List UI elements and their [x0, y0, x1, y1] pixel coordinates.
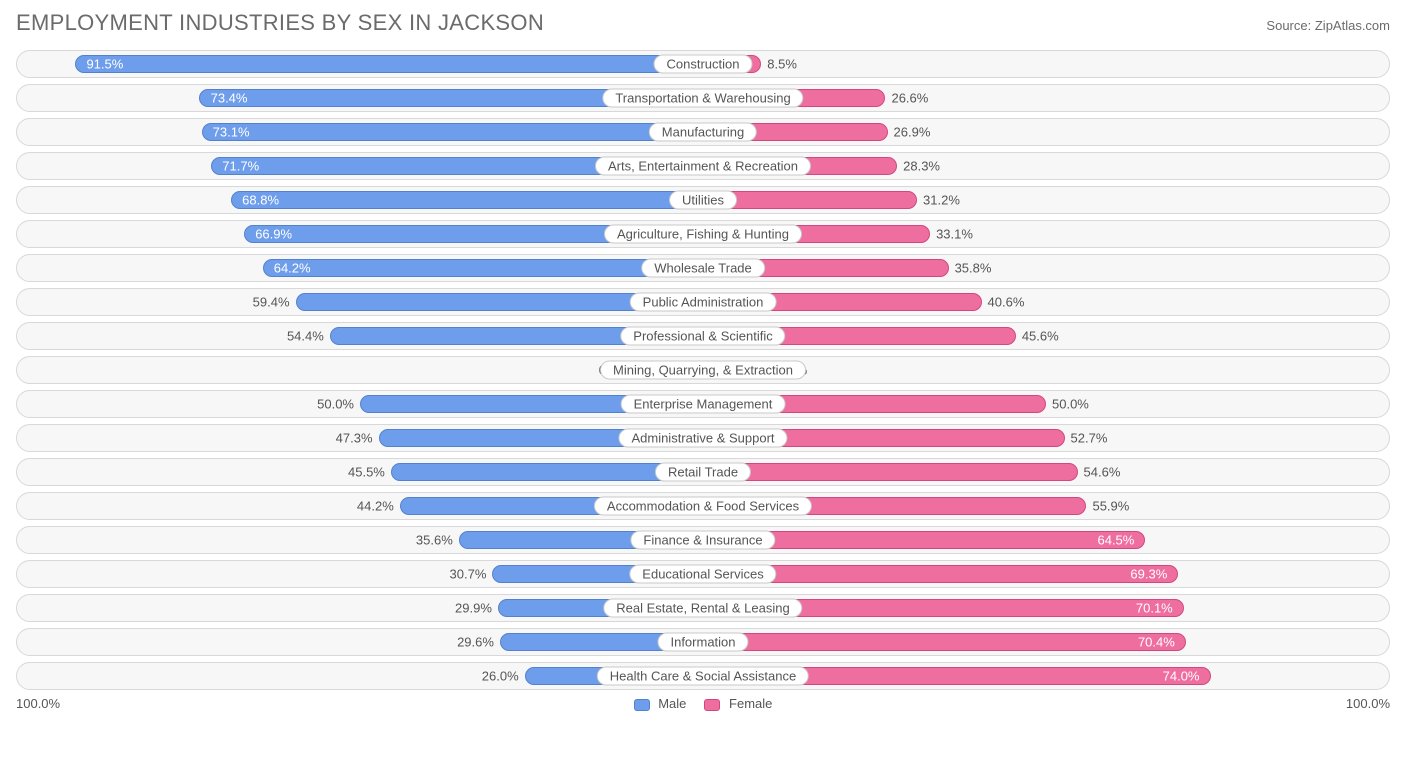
male-pct-label: 59.4%: [253, 295, 290, 310]
chart-row: 45.5% 54.6% Retail Trade: [16, 458, 1390, 486]
male-pct-label: 71.7%: [222, 159, 259, 174]
chart-row: 29.6% 70.4% Information: [16, 628, 1390, 656]
male-pct-label: 30.7%: [450, 567, 487, 582]
legend-female: Female: [704, 696, 772, 711]
chart-title: EMPLOYMENT INDUSTRIES BY SEX IN JACKSON: [16, 10, 544, 36]
chart-source: Source: ZipAtlas.com: [1266, 18, 1390, 33]
chart-row: 26.0% 74.0% Health Care & Social Assistanc…: [16, 662, 1390, 690]
category-label: Arts, Entertainment & Recreation: [595, 157, 811, 176]
male-pct-label: 66.9%: [255, 227, 292, 242]
chart-footer: 100.0% Male Female 100.0%: [16, 696, 1390, 711]
chart-row: 71.7% 28.3% Arts, Entertainment & Recreati…: [16, 152, 1390, 180]
chart-row: 30.7% 69.3% Educational Services: [16, 560, 1390, 588]
category-label: Educational Services: [629, 565, 776, 584]
male-pct-label: 50.0%: [317, 397, 354, 412]
category-label: Manufacturing: [649, 123, 757, 142]
female-pct-label: 70.4%: [1138, 635, 1175, 650]
chart-row: 54.4% 45.6% Professional & Scientific: [16, 322, 1390, 350]
male-bar: [75, 55, 703, 73]
male-pct-label: 64.2%: [274, 261, 311, 276]
male-pct-label: 29.9%: [455, 601, 492, 616]
female-pct-label: 64.5%: [1097, 533, 1134, 548]
category-label: Real Estate, Rental & Leasing: [603, 599, 802, 618]
category-label: Professional & Scientific: [620, 327, 785, 346]
axis-left-label: 100.0%: [16, 696, 60, 711]
diverging-bar-chart: 91.5% 8.5% Construction 73.4% 26.6% Transport…: [16, 50, 1390, 690]
female-pct-label: 45.6%: [1022, 329, 1059, 344]
female-pct-label: 50.0%: [1052, 397, 1089, 412]
female-pct-label: 74.0%: [1163, 669, 1200, 684]
female-pct-label: 26.9%: [894, 125, 931, 140]
chart-row: 66.9% 33.1% Agriculture, Fishing & Hunting: [16, 220, 1390, 248]
female-pct-label: 26.6%: [891, 91, 928, 106]
female-pct-label: 35.8%: [955, 261, 992, 276]
legend-male-label: Male: [658, 696, 686, 711]
category-label: Enterprise Management: [621, 395, 786, 414]
axis-right-label: 100.0%: [1346, 696, 1390, 711]
female-pct-label: 54.6%: [1084, 465, 1121, 480]
female-swatch-icon: [704, 699, 720, 711]
male-bar: [231, 191, 703, 209]
category-label: Mining, Quarrying, & Extraction: [600, 361, 806, 380]
chart-row: 47.3% 52.7% Administrative & Support: [16, 424, 1390, 452]
chart-row: 35.6% 64.5% Finance & Insurance: [16, 526, 1390, 554]
source-name: ZipAtlas.com: [1315, 18, 1390, 33]
male-pct-label: 73.4%: [211, 91, 248, 106]
category-label: Health Care & Social Assistance: [597, 667, 809, 686]
male-pct-label: 54.4%: [287, 329, 324, 344]
category-label: Finance & Insurance: [630, 531, 775, 550]
category-label: Information: [657, 633, 748, 652]
category-label: Retail Trade: [655, 463, 751, 482]
legend-male: Male: [634, 696, 687, 711]
chart-row: 73.1% 26.9% Manufacturing: [16, 118, 1390, 146]
male-pct-label: 45.5%: [348, 465, 385, 480]
category-label: Agriculture, Fishing & Hunting: [604, 225, 802, 244]
male-pct-label: 47.3%: [336, 431, 373, 446]
female-bar: [703, 463, 1078, 481]
category-label: Utilities: [669, 191, 737, 210]
category-label: Public Administration: [630, 293, 777, 312]
male-pct-label: 68.8%: [242, 193, 279, 208]
chart-row: 73.4% 26.6% Transportation & Warehousing: [16, 84, 1390, 112]
female-pct-label: 55.9%: [1092, 499, 1129, 514]
female-pct-label: 69.3%: [1130, 567, 1167, 582]
female-pct-label: 8.5%: [767, 57, 797, 72]
male-swatch-icon: [634, 699, 650, 711]
male-pct-label: 29.6%: [457, 635, 494, 650]
chart-row: 44.2% 55.9% Accommodation & Food Services: [16, 492, 1390, 520]
chart-legend: Male Female: [60, 696, 1346, 711]
chart-row: 68.8% 31.2% Utilities: [16, 186, 1390, 214]
chart-row: 64.2% 35.8% Wholesale Trade: [16, 254, 1390, 282]
female-pct-label: 33.1%: [936, 227, 973, 242]
chart-row: 0.0%0.0%Mining, Quarrying, & Extraction: [16, 356, 1390, 384]
chart-row: 29.9% 70.1% Real Estate, Rental & Leasing: [16, 594, 1390, 622]
female-pct-label: 31.2%: [923, 193, 960, 208]
male-pct-label: 91.5%: [86, 57, 123, 72]
female-pct-label: 28.3%: [903, 159, 940, 174]
female-pct-label: 70.1%: [1136, 601, 1173, 616]
chart-row: 50.0% 50.0% Enterprise Management: [16, 390, 1390, 418]
category-label: Wholesale Trade: [641, 259, 765, 278]
female-pct-label: 40.6%: [988, 295, 1025, 310]
category-label: Accommodation & Food Services: [594, 497, 812, 516]
male-pct-label: 26.0%: [482, 669, 519, 684]
male-pct-label: 44.2%: [357, 499, 394, 514]
chart-header: EMPLOYMENT INDUSTRIES BY SEX IN JACKSON …: [16, 10, 1390, 36]
category-label: Construction: [654, 55, 753, 74]
male-pct-label: 35.6%: [416, 533, 453, 548]
source-label: Source:: [1266, 18, 1311, 33]
female-bar: [703, 633, 1186, 651]
legend-female-label: Female: [729, 696, 772, 711]
female-pct-label: 52.7%: [1071, 431, 1108, 446]
chart-row: 91.5% 8.5% Construction: [16, 50, 1390, 78]
chart-row: 59.4% 40.6% Public Administration: [16, 288, 1390, 316]
male-bar: [263, 259, 703, 277]
male-bar: [202, 123, 703, 141]
male-pct-label: 73.1%: [213, 125, 250, 140]
category-label: Transportation & Warehousing: [602, 89, 803, 108]
category-label: Administrative & Support: [618, 429, 787, 448]
